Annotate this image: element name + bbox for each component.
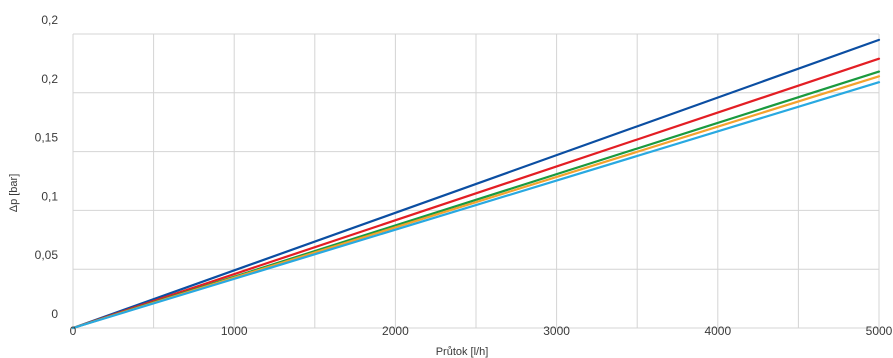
- x-tick-label: 1000: [221, 324, 248, 338]
- y-axis-title: Δp [bar]: [8, 174, 20, 213]
- y-tick-label: 0,15: [35, 131, 59, 145]
- x-tick-label: 5000: [866, 324, 893, 338]
- y-tick-label: 0: [51, 307, 58, 321]
- series-lines: [71, 38, 881, 330]
- x-tick-label: 3000: [543, 324, 570, 338]
- y-tick-label: 0,1: [41, 189, 58, 203]
- x-axis-ticks: 0 1000 2000 3000 4000 5000: [70, 324, 893, 338]
- y-tick-label: 0,05: [35, 248, 59, 262]
- y-tick-label: 0,2: [41, 13, 58, 27]
- x-tick-label: 4000: [704, 324, 731, 338]
- x-axis-title: Průtok [l/h]: [436, 346, 489, 358]
- series-line-2: [71, 57, 881, 330]
- x-tick-label: 2000: [382, 324, 409, 338]
- y-tick-label: 0,2: [41, 72, 58, 86]
- series-line-1: [71, 38, 881, 330]
- y-axis-ticks: 0 0,05 0,1 0,15 0,2 0,2: [35, 13, 59, 321]
- series-line-5: [71, 81, 881, 330]
- x-tick-label: 0: [70, 324, 77, 338]
